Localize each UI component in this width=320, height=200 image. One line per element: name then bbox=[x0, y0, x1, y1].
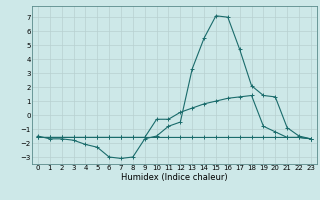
X-axis label: Humidex (Indice chaleur): Humidex (Indice chaleur) bbox=[121, 173, 228, 182]
